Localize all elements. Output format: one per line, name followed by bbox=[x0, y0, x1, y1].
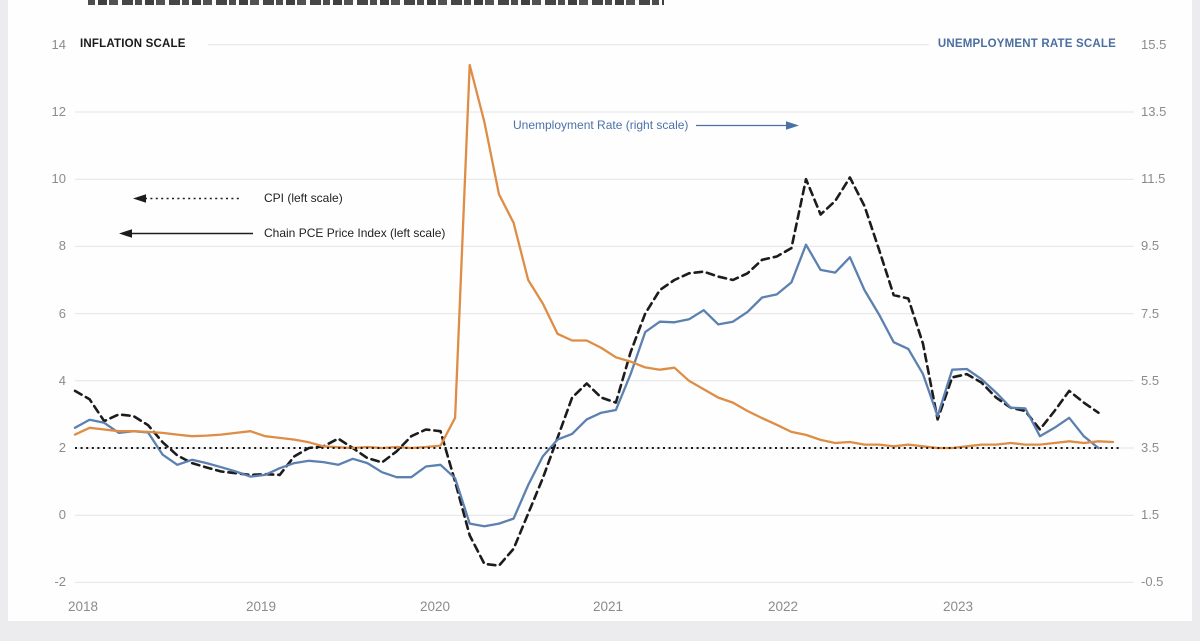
left-axis-title: INFLATION SCALE bbox=[80, 38, 186, 50]
left-axis-tick: -2 bbox=[54, 574, 66, 590]
left-axis-tick: 2 bbox=[58, 440, 66, 455]
right-axis-tick: 7.5 bbox=[1141, 305, 1160, 321]
cpi-legend-arrow-icon bbox=[133, 194, 240, 203]
right-axis-tick: 15.5 bbox=[1141, 36, 1167, 52]
x-axis-tick: 2020 bbox=[419, 599, 451, 614]
left-axis-tick: 10 bbox=[51, 171, 66, 187]
x-axis-tick: 2019 bbox=[245, 599, 277, 614]
x-axis-tick: 2021 bbox=[592, 599, 624, 614]
right-axis-tick: 5.5 bbox=[1141, 372, 1160, 388]
unemployment-rate-annotation: Unemployment Rate (right scale) bbox=[513, 118, 689, 132]
unemployment-line bbox=[73, 63, 1115, 450]
left-axis-tick: 8 bbox=[58, 238, 66, 254]
right-axis-title: UNEMPLOYMENT RATE SCALE bbox=[937, 38, 1116, 50]
chart-page: INFLATION SCALE UNEMPLOYMENT RATE SCALE … bbox=[8, 0, 1192, 621]
x-axis-tick: 2018 bbox=[67, 599, 99, 614]
pce-legend-label: Chain PCE Price Index (left scale) bbox=[264, 226, 446, 240]
x-axis-tick: 2022 bbox=[767, 599, 799, 614]
right-axis-tick: -0.5 bbox=[1141, 574, 1164, 590]
right-axis-tick: 3.5 bbox=[1141, 440, 1160, 455]
right-axis-tick: 9.5 bbox=[1141, 238, 1160, 254]
left-axis-tick: 14 bbox=[51, 36, 66, 52]
right-axis-tick: 1.5 bbox=[1141, 507, 1160, 523]
page-margin-bottom bbox=[0, 621, 1200, 641]
right-axis-tick: 11.5 bbox=[1141, 171, 1166, 187]
left-axis-tick: 0 bbox=[58, 507, 66, 523]
left-axis-tick: 12 bbox=[51, 104, 66, 119]
left-axis-tick: 4 bbox=[58, 372, 66, 388]
unemployment-arrow-icon bbox=[696, 121, 799, 130]
pce-line bbox=[73, 243, 1100, 528]
cropped-title-remnant bbox=[88, 0, 664, 5]
cpi-legend-label: CPI (left scale) bbox=[264, 191, 343, 205]
x-axis-tick: 2023 bbox=[942, 599, 974, 614]
chart-svg bbox=[73, 44, 1134, 583]
left-axis-tick: 6 bbox=[58, 305, 66, 321]
page-margin-right bbox=[1192, 0, 1200, 641]
right-axis-tick: 13.5 bbox=[1141, 104, 1167, 119]
pce-legend-arrow-icon bbox=[119, 229, 253, 238]
